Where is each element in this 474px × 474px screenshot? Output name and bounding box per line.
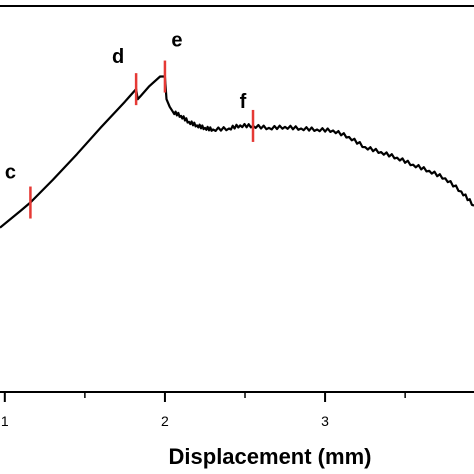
annotation-label-d: d — [112, 46, 124, 68]
x-tick-label: 1 — [1, 413, 9, 429]
annotation-label-f: f — [240, 91, 247, 113]
annotation-label-c: c — [5, 162, 16, 184]
series-line — [0, 75, 474, 229]
x-tick-labels: 1 2 3 — [1, 413, 329, 429]
x-minor-ticks — [84, 392, 406, 398]
annotations: c d e f — [5, 30, 255, 219]
x-major-ticks — [3, 392, 327, 402]
x-axis-label: Displacement (mm) — [169, 444, 372, 469]
x-tick-label: 2 — [161, 413, 169, 429]
plot-frame — [0, 5, 474, 393]
annotation-label-e: e — [171, 30, 182, 52]
x-tick-label: 3 — [321, 413, 329, 429]
